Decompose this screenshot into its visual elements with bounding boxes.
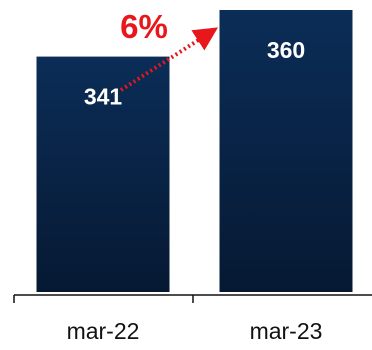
x-axis-tick-label: mar-23 (250, 318, 323, 344)
bar-mar-23 (219, 10, 353, 292)
growth-annotation: 6% (119, 8, 219, 92)
bar-value-label: 360 (267, 37, 305, 63)
bar-mar-22 (36, 56, 170, 292)
bar-value-label: 341 (84, 84, 123, 110)
growth-percent-label: 6% (120, 8, 168, 45)
x-axis-tick-labels: mar-22 mar-23 (67, 318, 323, 344)
growth-arrow (119, 27, 219, 92)
x-axis-tick-label: mar-22 (67, 318, 140, 344)
data-labels-layer: 341 360 (84, 37, 305, 110)
bars-layer (36, 10, 353, 292)
